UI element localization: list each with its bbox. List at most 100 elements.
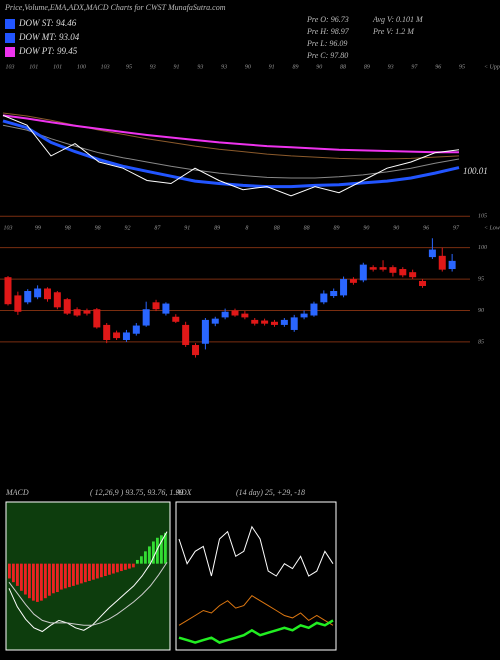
histogram-bar (96, 563, 99, 579)
legend-swatch (5, 19, 15, 29)
legend-label: DOW ST: 94.46 (18, 18, 77, 28)
strip-label: 95 (459, 64, 465, 70)
info-text: Pre O: 96.73 (306, 15, 349, 24)
last-price-label: 100.01 (463, 166, 488, 176)
strip-label: 92 (124, 225, 130, 231)
candle-body (448, 260, 456, 270)
strip-label: 97 (453, 225, 460, 231)
strip-label: 90 (363, 225, 369, 231)
histogram-bar (140, 556, 143, 564)
strip-label: 93 (388, 64, 394, 70)
histogram-bar (48, 563, 51, 596)
candle-body (182, 324, 190, 346)
y-tick-label: 85 (478, 339, 484, 345)
strip-label: 103 (101, 64, 110, 70)
info-text: Avg V: 0.101 M (372, 15, 424, 24)
histogram-bar (88, 563, 91, 581)
candle-body (24, 291, 32, 303)
histogram-bar (148, 546, 151, 564)
series-line (8, 531, 168, 633)
strip-label: 100 (77, 64, 86, 70)
y-tick-label: 100 (478, 245, 487, 251)
histogram-bar (152, 541, 155, 564)
candle-body (211, 318, 219, 324)
histogram-bar (128, 563, 131, 569)
histogram-bar (120, 563, 123, 572)
candle-body (14, 295, 22, 312)
strip-label: 99 (35, 225, 41, 231)
y-tick-label: 105 (478, 214, 487, 220)
histogram-bar (64, 563, 67, 589)
strip-label: 90 (393, 225, 399, 231)
strip-label: 90 (316, 64, 322, 70)
histogram-bar (40, 563, 43, 601)
histogram-bar (92, 563, 95, 580)
legend-swatch (5, 33, 15, 43)
legend-label: DOW PT: 99.45 (18, 46, 78, 56)
series-line (178, 595, 334, 626)
candle-body (419, 280, 427, 286)
candle-body (113, 332, 121, 339)
strip-label: 89 (334, 225, 340, 231)
candle-body (201, 319, 209, 344)
candle-body (221, 311, 229, 318)
histogram-bar (144, 551, 147, 564)
candle-body (369, 267, 377, 270)
candle-body (53, 292, 61, 308)
candle-body (83, 310, 91, 314)
strip-label: 93 (150, 64, 156, 70)
histogram-bar (56, 563, 59, 593)
strip-label: 89 (214, 225, 220, 231)
histogram-bar (80, 563, 83, 584)
candle-body (261, 320, 269, 324)
series-line (178, 619, 334, 644)
histogram-bar (16, 563, 19, 586)
panel-frame (175, 501, 337, 651)
panel-title: MACD (5, 488, 29, 497)
legend-label: DOW MT: 93.04 (18, 32, 80, 42)
strip-label: 91 (184, 225, 190, 231)
strip-label: 8 (245, 225, 248, 231)
candle-body (34, 288, 42, 298)
candle-body (280, 319, 288, 325)
strip-label: 91 (174, 64, 180, 70)
strip-label: 90 (245, 64, 251, 70)
candle-body (103, 324, 111, 340)
candle-body (4, 277, 12, 305)
histogram-bar (60, 563, 63, 590)
strip-label: 98 (65, 225, 71, 231)
strip-label: 96 (423, 225, 429, 231)
panel-title: ADX (175, 488, 193, 497)
candle-body (231, 310, 239, 316)
candle-body (379, 267, 387, 270)
histogram-bar (112, 563, 115, 574)
y-tick-label: 95 (478, 276, 484, 282)
histogram-bar (108, 563, 111, 575)
histogram-bar (100, 563, 103, 578)
candle-body (428, 249, 436, 258)
candle-body (330, 291, 338, 297)
side-label: < Lower (484, 225, 500, 231)
histogram-bar (72, 563, 75, 586)
histogram-bar (36, 563, 39, 602)
info-text: Pre C: 97.80 (306, 51, 348, 60)
histogram-bar (68, 563, 71, 588)
histogram-bar (116, 563, 119, 573)
panel-params: ( 12,26,9 ) 93.75, 93.76, 1.99 (90, 488, 183, 497)
candle-body (438, 255, 446, 270)
strip-label: 93 (197, 64, 203, 70)
candle-body (152, 302, 160, 310)
strip-label: 95 (126, 64, 132, 70)
strip-label: 91 (269, 64, 275, 70)
candle-body (389, 267, 397, 273)
series-line (2, 114, 460, 197)
candle-body (320, 293, 328, 303)
candle-body (359, 264, 367, 281)
histogram-bar (32, 563, 35, 601)
histogram-bar (156, 537, 159, 564)
info-text: Pre L: 96.09 (306, 39, 347, 48)
candle-body (93, 309, 101, 328)
strip-label: 88 (304, 225, 310, 231)
strip-label: 103 (4, 225, 13, 231)
